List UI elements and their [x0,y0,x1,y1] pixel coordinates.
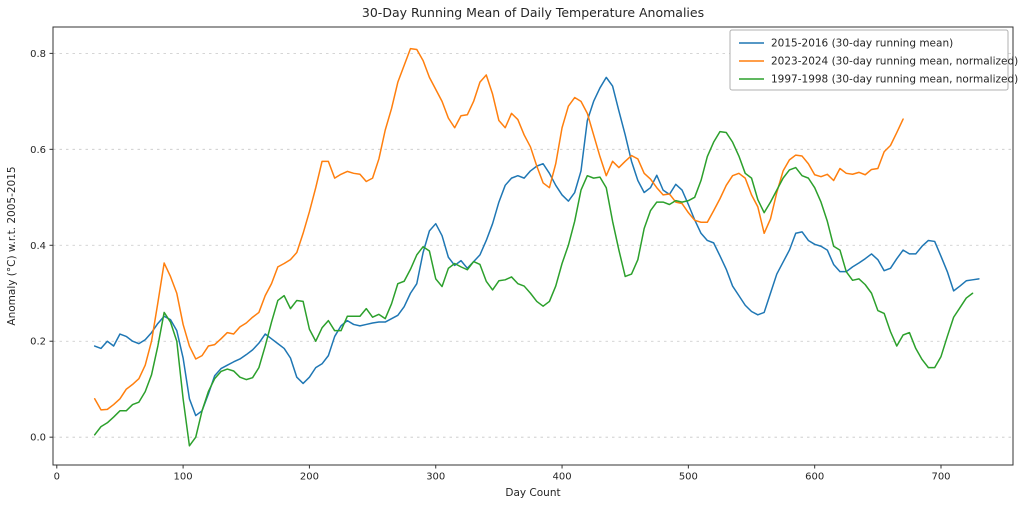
series-line-1 [93,47,904,411]
x-tick-label-400: 400 [553,472,572,483]
axes-frame [52,26,1014,466]
x-tick-label-0: 0 [54,472,60,483]
series-line-2 [93,130,974,447]
chart-title: 30-Day Running Mean of Daily Temperature… [362,5,704,20]
x-tick-label-700: 700 [931,472,950,483]
series-lines [93,47,980,447]
y-tick-label-0.4: 0.4 [30,241,46,252]
x-tick-label-300: 300 [426,472,445,483]
series-line-0 [93,76,980,417]
y-axis-label: Anomaly (°C) w.r.t. 2005-2015 [6,166,18,325]
gridlines [53,52,1013,438]
x-tick-label-500: 500 [679,472,698,483]
y-tick-label-0: 0.0 [30,433,46,444]
x-tick-label-200: 200 [300,472,319,483]
y-tick-label-0.2: 0.2 [30,337,46,348]
y-tick-label-0.6: 0.6 [30,145,46,156]
legend-label-1: 2023-2024 (30-day running mean, normaliz… [771,56,1018,68]
axis-ticks [49,52,942,469]
legend-label-2: 1997-1998 (30-day running mean, normaliz… [771,74,1018,86]
legend-label-0: 2015-2016 (30-day running mean) [771,38,953,50]
legend: 2015-2016 (30-day running mean) 2023-2024… [729,29,1018,91]
x-tick-label-600: 600 [805,472,824,483]
legend-box [729,29,1009,91]
axis-tick-labels: 0 100 200 300 400 500 600 700 0.0 0.2 0.4 0.6 0.8 [30,49,950,483]
x-axis-label: Day Count [505,487,560,499]
x-tick-label-100: 100 [174,472,193,483]
y-tick-label-0.8: 0.8 [30,49,46,60]
